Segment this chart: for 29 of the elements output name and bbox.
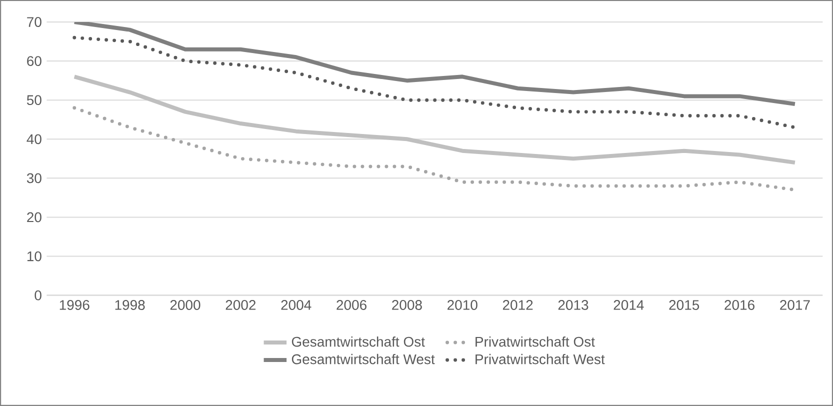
y-tick-label: 50 [26,95,42,106]
x-tick-label: 2016 [724,300,754,310]
x-tick-label: 2017 [780,300,810,310]
x-tick-label: 2006 [336,300,366,310]
x-tick-label: 2014 [614,300,644,310]
y-tick-label: 40 [26,134,42,144]
x-tick-label: 1998 [115,300,145,310]
x-tick-label: 2015 [669,300,700,310]
line-series [72,74,797,165]
y-tick-label: 70 [27,17,42,27]
x-tick-label: 2000 [170,300,200,310]
x-tick-label: 2002 [226,300,256,310]
legend-label: Privatwirtschaft Ost [476,336,595,347]
line-series [72,22,797,106]
x-tick-label: 2012 [502,300,533,310]
y-tick-label: 0 [34,290,42,300]
y-tick-label: 10 [27,251,42,262]
x-tick-label: 1996 [60,300,90,310]
y-tick-label: 30 [26,173,42,184]
y-tick-label: 20 [27,212,42,222]
x-tick-label: 2004 [281,300,312,310]
legend-label: Gesamtwirtschaft Ost [292,336,425,347]
y-tick-label: 60 [27,56,42,66]
x-tick-label: 2010 [448,300,478,310]
legend-label: Privatwirtschaft West [476,354,605,364]
legend-label: Gesamtwirtschaft West [292,354,435,364]
line-series [72,36,797,130]
x-tick-label: 2013 [558,300,588,310]
x-tick-label: 2008 [392,300,422,310]
